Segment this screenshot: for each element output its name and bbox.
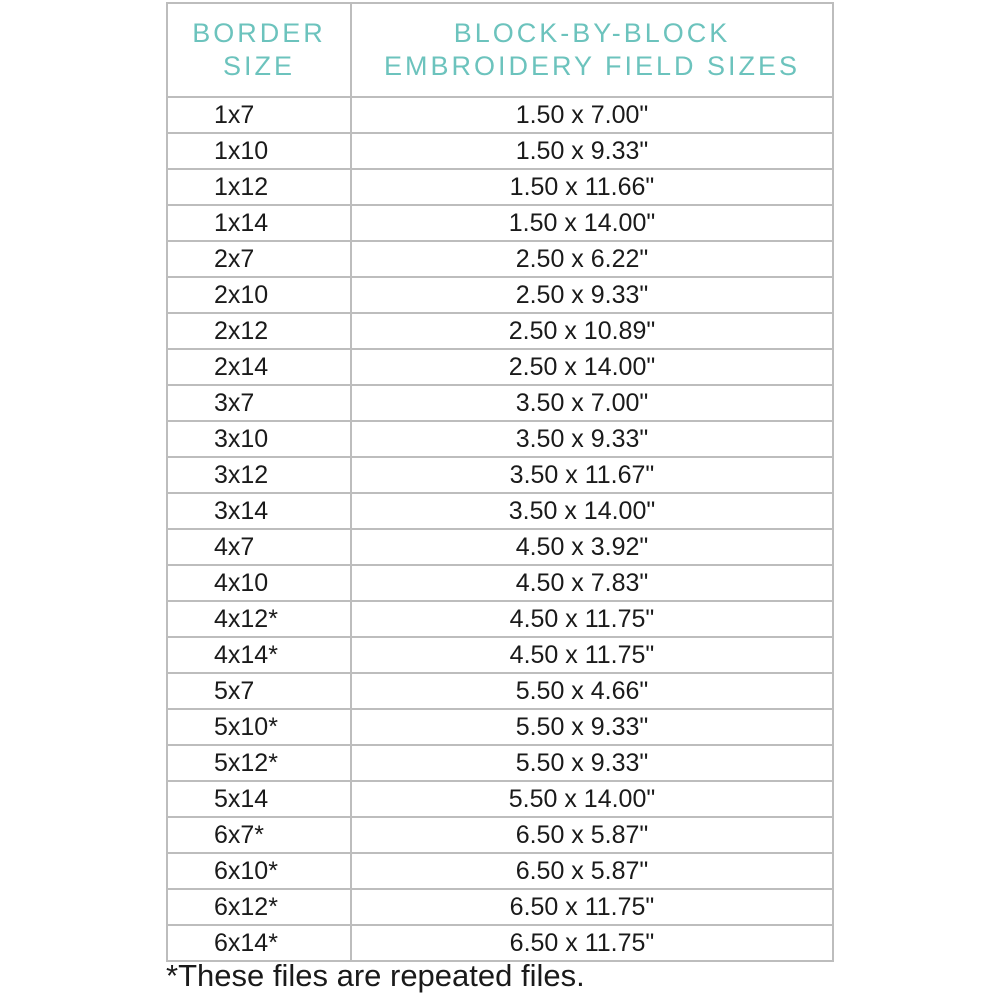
border-size-cell: 3x7 (166, 384, 352, 422)
header-border-size: BORDER SIZE (166, 2, 352, 98)
field-size-cell: 3.50 x 9.33" (350, 420, 834, 458)
field-size-cell: 1.50 x 11.66" (350, 168, 834, 206)
embroidery-size-table: BORDER SIZE BLOCK-BY-BLOCK EMBROIDERY FIEL… (166, 2, 834, 962)
table-row: 5x14 5.50 x 14.00" (166, 780, 834, 818)
field-size-cell: 2.50 x 14.00" (350, 348, 834, 386)
table-row: 5x10* 5.50 x 9.33" (166, 708, 834, 746)
field-size-cell: 6.50 x 5.87" (350, 816, 834, 854)
table-row: 6x7* 6.50 x 5.87" (166, 816, 834, 854)
table-row: 3x14 3.50 x 14.00" (166, 492, 834, 530)
border-size-cell: 1x12 (166, 168, 352, 206)
border-size-cell: 5x14 (166, 780, 352, 818)
table-row: 3x12 3.50 x 11.67" (166, 456, 834, 494)
border-size-cell: 3x10 (166, 420, 352, 458)
field-size-cell: 4.50 x 11.75" (350, 600, 834, 638)
table-row: 2x10 2.50 x 9.33" (166, 276, 834, 314)
border-size-cell: 5x12* (166, 744, 352, 782)
header-field-sizes: BLOCK-BY-BLOCK EMBROIDERY FIELD SIZES (350, 2, 834, 98)
field-size-cell: 1.50 x 7.00" (350, 96, 834, 134)
table-row: 2x12 2.50 x 10.89" (166, 312, 834, 350)
table-row: 5x12* 5.50 x 9.33" (166, 744, 834, 782)
border-size-cell: 3x14 (166, 492, 352, 530)
header-line: BORDER (192, 18, 326, 48)
table-row: 6x10* 6.50 x 5.87" (166, 852, 834, 890)
table-row: 5x7 5.50 x 4.66" (166, 672, 834, 710)
border-size-cell: 2x10 (166, 276, 352, 314)
border-size-cell: 6x12* (166, 888, 352, 926)
field-size-cell: 4.50 x 11.75" (350, 636, 834, 674)
header-line: SIZE (222, 51, 295, 81)
table-row: 1x12 1.50 x 11.66" (166, 168, 834, 206)
border-size-cell: 6x7* (166, 816, 352, 854)
field-size-cell: 6.50 x 5.87" (350, 852, 834, 890)
field-size-cell: 4.50 x 3.92" (350, 528, 834, 566)
border-size-cell: 5x7 (166, 672, 352, 710)
field-size-cell: 3.50 x 7.00" (350, 384, 834, 422)
table-row: 1x14 1.50 x 14.00" (166, 204, 834, 242)
border-size-cell: 1x14 (166, 204, 352, 242)
field-size-cell: 3.50 x 11.67" (350, 456, 834, 494)
field-size-cell: 6.50 x 11.75" (350, 888, 834, 926)
footnote: *These files are repeated files. (166, 958, 585, 993)
border-size-cell: 3x12 (166, 456, 352, 494)
table-row: 4x10 4.50 x 7.83" (166, 564, 834, 602)
field-size-cell: 2.50 x 6.22" (350, 240, 834, 278)
border-size-cell: 2x14 (166, 348, 352, 386)
table-row: 6x14* 6.50 x 11.75" (166, 924, 834, 962)
border-size-cell: 6x10* (166, 852, 352, 890)
border-size-cell: 4x7 (166, 528, 352, 566)
border-size-cell: 2x12 (166, 312, 352, 350)
border-size-cell: 4x10 (166, 564, 352, 602)
field-size-cell: 5.50 x 9.33" (350, 744, 834, 782)
table-row: 4x7 4.50 x 3.92" (166, 528, 834, 566)
field-size-cell: 1.50 x 9.33" (350, 132, 834, 170)
field-size-cell: 2.50 x 10.89" (350, 312, 834, 350)
field-size-cell: 5.50 x 14.00" (350, 780, 834, 818)
table-row: 1x10 1.50 x 9.33" (166, 132, 834, 170)
field-size-cell: 6.50 x 11.75" (350, 924, 834, 962)
table-row: 4x14* 4.50 x 11.75" (166, 636, 834, 674)
field-size-cell: 3.50 x 14.00" (350, 492, 834, 530)
header-row: BORDER SIZE BLOCK-BY-BLOCK EMBROIDERY FIEL… (166, 2, 834, 98)
table-row: 6x12* 6.50 x 11.75" (166, 888, 834, 926)
table-row: 4x12* 4.50 x 11.75" (166, 600, 834, 638)
field-size-cell: 5.50 x 4.66" (350, 672, 834, 710)
table-row: 3x10 3.50 x 9.33" (166, 420, 834, 458)
border-size-cell: 5x10* (166, 708, 352, 746)
table-row: 1x7 1.50 x 7.00" (166, 96, 834, 134)
border-size-cell: 4x14* (166, 636, 352, 674)
table-row: 2x14 2.50 x 14.00" (166, 348, 834, 386)
border-size-cell: 6x14* (166, 924, 352, 962)
table-row: 3x7 3.50 x 7.00" (166, 384, 834, 422)
field-size-cell: 2.50 x 9.33" (350, 276, 834, 314)
field-size-cell: 1.50 x 14.00" (350, 204, 834, 242)
table-row: 2x7 2.50 x 6.22" (166, 240, 834, 278)
border-size-cell: 2x7 (166, 240, 352, 278)
border-size-cell: 1x10 (166, 132, 352, 170)
border-size-cell: 1x7 (166, 96, 352, 134)
header-line: BLOCK-BY-BLOCK (453, 18, 731, 48)
header-line: EMBROIDERY FIELD SIZES (383, 51, 801, 81)
border-size-cell: 4x12* (166, 600, 352, 638)
field-size-cell: 4.50 x 7.83" (350, 564, 834, 602)
field-size-cell: 5.50 x 9.33" (350, 708, 834, 746)
